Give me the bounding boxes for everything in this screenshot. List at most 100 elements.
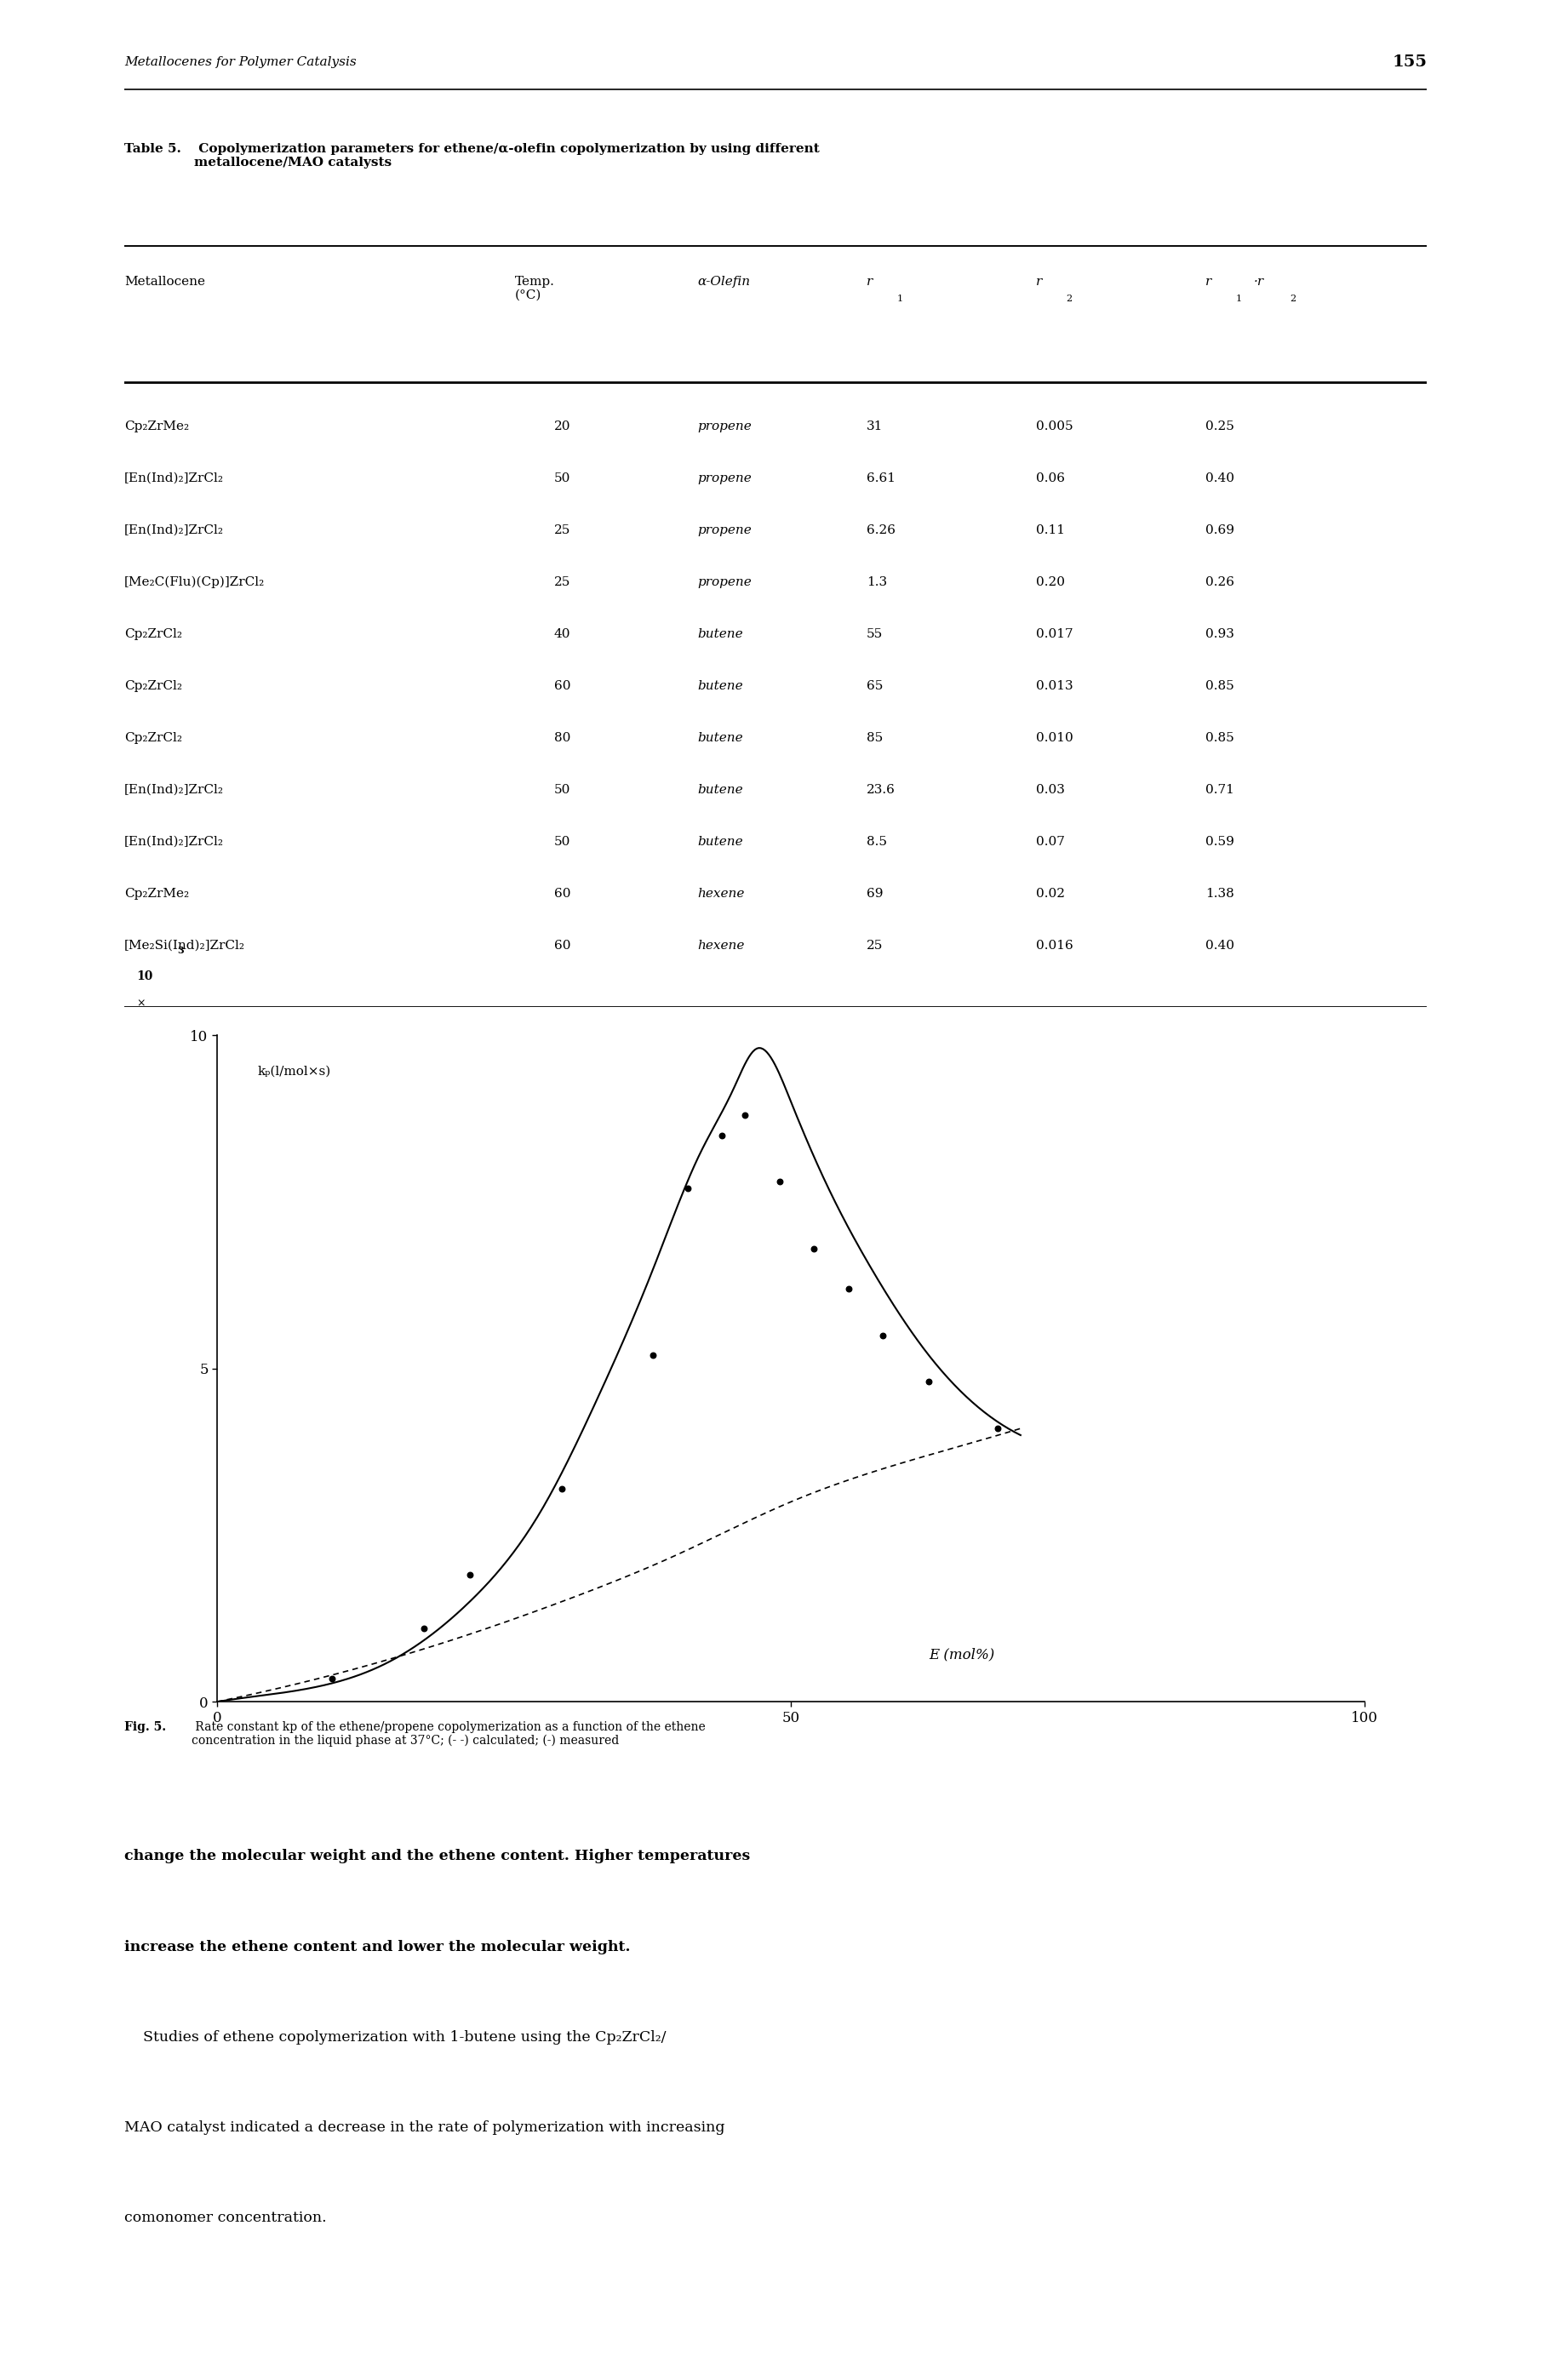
Text: butene: butene: [698, 733, 743, 745]
Text: Cp₂ZrCl₂: Cp₂ZrCl₂: [124, 681, 181, 693]
Point: [870, 1316, 895, 1354]
Text: [Me₂Si(Ind)₂]ZrCl₂: [Me₂Si(Ind)₂]ZrCl₂: [124, 940, 245, 952]
Point: [732, 1097, 757, 1135]
Text: Studies of ethene copolymerization with 1-butene using the Cp₂ZrCl₂/: Studies of ethene copolymerization with …: [124, 2030, 665, 2044]
Point: [411, 1609, 436, 1647]
Text: 0.25: 0.25: [1205, 421, 1235, 433]
Text: 0.40: 0.40: [1205, 471, 1235, 483]
Text: Fig. 5.: Fig. 5.: [124, 1721, 166, 1733]
Text: 25: 25: [554, 576, 571, 588]
Text: α-Olefin: α-Olefin: [698, 276, 751, 288]
Text: kₚ(l/mol×s): kₚ(l/mol×s): [257, 1066, 330, 1078]
Text: 0.005: 0.005: [1036, 421, 1073, 433]
Text: Cp₂ZrMe₂: Cp₂ZrMe₂: [124, 421, 189, 433]
Text: r: r: [1036, 276, 1042, 288]
Text: comonomer concentration.: comonomer concentration.: [124, 2211, 326, 2225]
Text: 0.02: 0.02: [1036, 888, 1066, 900]
Text: [En(Ind)₂]ZrCl₂: [En(Ind)₂]ZrCl₂: [124, 835, 223, 847]
Text: 69: 69: [867, 888, 884, 900]
Point: [549, 1468, 574, 1507]
Text: 20: 20: [554, 421, 571, 433]
Text: 23.6: 23.6: [867, 783, 895, 795]
Text: [En(Ind)₂]ZrCl₂: [En(Ind)₂]ZrCl₂: [124, 471, 223, 483]
Text: Temp.
(°C): Temp. (°C): [515, 276, 555, 302]
Text: 31: 31: [867, 421, 883, 433]
Point: [675, 1169, 700, 1207]
Point: [320, 1659, 344, 1697]
Point: [641, 1335, 665, 1373]
Text: 40: 40: [554, 628, 571, 640]
Text: Metallocene: Metallocene: [124, 276, 205, 288]
Text: butene: butene: [698, 835, 743, 847]
Text: Rate constant kp of the ethene/propene copolymerization as a function of the eth: Rate constant kp of the ethene/propene c…: [192, 1721, 706, 1747]
Text: 1.3: 1.3: [867, 576, 887, 588]
Text: E (mol%): E (mol%): [929, 1647, 994, 1661]
Text: [En(Ind)₂]ZrCl₂: [En(Ind)₂]ZrCl₂: [124, 524, 223, 536]
Point: [802, 1230, 827, 1269]
Text: 80: 80: [554, 733, 571, 745]
Text: hexene: hexene: [698, 940, 744, 952]
Text: 155: 155: [1391, 55, 1427, 69]
Text: Copolymerization parameters for ethene/α-olefin copolymerization by using differ: Copolymerization parameters for ethene/α…: [194, 143, 820, 169]
Text: 50: 50: [554, 471, 571, 483]
Point: [836, 1269, 861, 1307]
Text: butene: butene: [698, 783, 743, 795]
Text: 25: 25: [554, 524, 571, 536]
Text: 2: 2: [1066, 295, 1072, 302]
Text: 0.20: 0.20: [1036, 576, 1066, 588]
Text: ·r: ·r: [1253, 276, 1264, 288]
Text: 0.03: 0.03: [1036, 783, 1066, 795]
Text: 0.06: 0.06: [1036, 471, 1066, 483]
Text: Table 5.: Table 5.: [124, 143, 181, 155]
Point: [985, 1409, 1010, 1447]
Text: 0.017: 0.017: [1036, 628, 1073, 640]
Text: 3: 3: [177, 945, 183, 954]
Text: 0.26: 0.26: [1205, 576, 1235, 588]
Text: hexene: hexene: [698, 888, 744, 900]
Point: [710, 1116, 735, 1154]
Text: 8.5: 8.5: [867, 835, 887, 847]
Text: butene: butene: [698, 628, 743, 640]
Text: Metallocenes for Polymer Catalysis: Metallocenes for Polymer Catalysis: [124, 55, 357, 69]
Text: propene: propene: [698, 524, 752, 536]
Text: 60: 60: [554, 681, 571, 693]
Text: r: r: [1205, 276, 1211, 288]
Text: 0.69: 0.69: [1205, 524, 1235, 536]
Text: 85: 85: [867, 733, 883, 745]
Text: 50: 50: [554, 835, 571, 847]
Text: 1: 1: [896, 295, 903, 302]
Text: 1.38: 1.38: [1205, 888, 1235, 900]
Text: propene: propene: [698, 421, 752, 433]
Text: 65: 65: [867, 681, 883, 693]
Text: increase the ethene content and lower the molecular weight.: increase the ethene content and lower th…: [124, 1940, 630, 1954]
Text: 0.40: 0.40: [1205, 940, 1235, 952]
Text: Cp₂ZrCl₂: Cp₂ZrCl₂: [124, 733, 181, 745]
Text: Cp₂ZrMe₂: Cp₂ZrMe₂: [124, 888, 189, 900]
Text: [Me₂C(Flu)(Cp)]ZrCl₂: [Me₂C(Flu)(Cp)]ZrCl₂: [124, 576, 265, 588]
Point: [768, 1164, 793, 1202]
Text: propene: propene: [698, 471, 752, 483]
Text: 0.71: 0.71: [1205, 783, 1235, 795]
Text: 0.07: 0.07: [1036, 835, 1066, 847]
Text: MAO catalyst indicated a decrease in the rate of polymerization with increasing: MAO catalyst indicated a decrease in the…: [124, 2121, 724, 2135]
Text: 6.61: 6.61: [867, 471, 895, 483]
Text: butene: butene: [698, 681, 743, 693]
Text: 60: 60: [554, 940, 571, 952]
Point: [917, 1364, 941, 1402]
Text: 10: 10: [136, 971, 154, 983]
Text: 55: 55: [867, 628, 883, 640]
Text: 25: 25: [867, 940, 883, 952]
Text: 0.013: 0.013: [1036, 681, 1073, 693]
Text: r: r: [867, 276, 873, 288]
Point: [458, 1557, 482, 1595]
Text: Cp₂ZrCl₂: Cp₂ZrCl₂: [124, 628, 181, 640]
Text: 0.11: 0.11: [1036, 524, 1066, 536]
Text: 50: 50: [554, 783, 571, 795]
Text: propene: propene: [698, 576, 752, 588]
Text: ×: ×: [136, 997, 146, 1009]
Text: [En(Ind)₂]ZrCl₂: [En(Ind)₂]ZrCl₂: [124, 783, 223, 795]
Text: 0.93: 0.93: [1205, 628, 1235, 640]
Text: 0.016: 0.016: [1036, 940, 1073, 952]
Text: 6.26: 6.26: [867, 524, 895, 536]
Text: 1: 1: [1236, 295, 1241, 302]
